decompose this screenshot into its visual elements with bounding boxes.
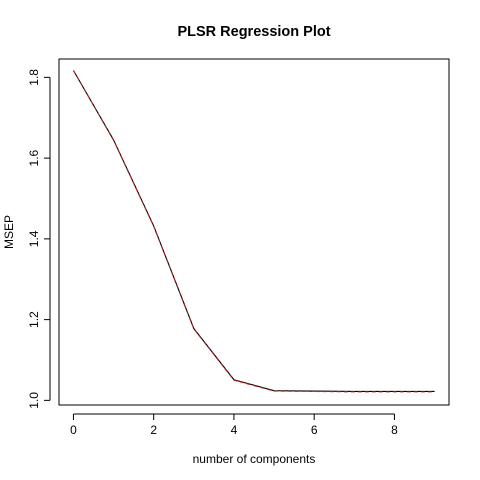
x-axis-label: number of components [193,452,316,466]
y-axis-label: MSEP [2,215,16,249]
series-layer [72,70,435,393]
y-axis: 1.0 1.2 1.4 1.6 1.8 [27,69,51,409]
x-axis: 0 2 4 6 8 [70,413,398,437]
chart-title: PLSR Regression Plot [177,24,330,40]
series-line-2 [72,70,435,393]
plot-area-frame [58,58,450,406]
x-tick-label: 4 [231,423,238,437]
x-tick-label: 0 [70,423,77,437]
y-tick-label: 1.2 [27,311,41,328]
y-tick-label: 1.8 [27,69,41,86]
y-tick-label: 1.0 [27,392,41,409]
y-tick-label: 1.4 [27,230,41,247]
x-tick-label: 6 [311,423,318,437]
x-tick-label: 8 [391,423,398,437]
x-tick-label: 2 [150,423,157,437]
y-tick-label: 1.6 [27,149,41,166]
